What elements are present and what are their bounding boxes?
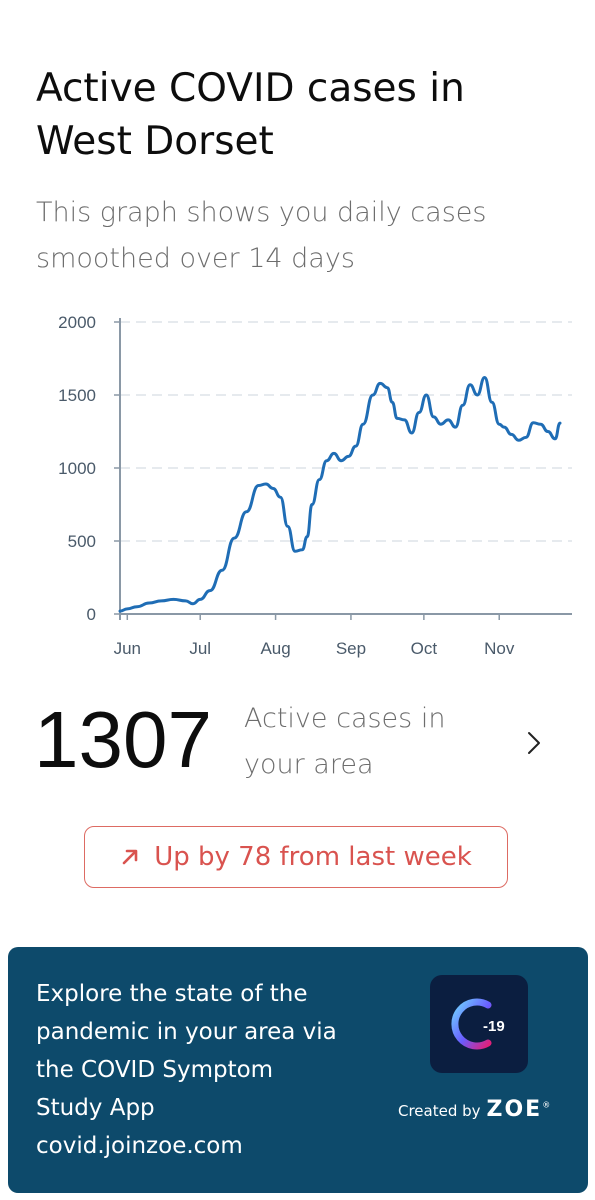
covid-app-icon[interactable]: -19	[430, 975, 528, 1073]
x-tick-label: Sep	[336, 639, 366, 658]
y-tick-label: 1500	[58, 386, 96, 405]
covid-c-logo-icon: -19	[451, 998, 505, 1050]
created-by: Created by ZOE®	[398, 1097, 550, 1122]
y-tick-label: 500	[68, 532, 96, 551]
chart-series	[118, 375, 562, 613]
created-by-label: Created by	[398, 1102, 481, 1120]
zoe-logo: ZOE®	[486, 1097, 551, 1122]
trend-label: Up by 78 from last week	[154, 842, 472, 872]
promo-line: Explore the state of the	[36, 981, 308, 1007]
x-tick-label: Jun	[114, 639, 141, 658]
x-axis-ticks: Jun Jul Aug Sep Oct Nov	[114, 639, 515, 658]
promo-line: the COVID Symptom	[36, 1057, 274, 1083]
trend-badge: Up by 78 from last week	[84, 826, 508, 888]
active-cases-label: Active cases in your area	[244, 703, 446, 780]
y-axis-ticks: 0 500 1000 1500 2000	[58, 313, 96, 624]
y-tick-label: 0	[87, 605, 96, 624]
series-line	[118, 375, 562, 613]
active-cases-count: 1307	[34, 695, 212, 784]
promo-line: Study App	[36, 1095, 155, 1121]
page-subtitle: This graph shows you daily cases smoothe…	[36, 197, 487, 274]
chevron-right-icon[interactable]	[520, 726, 548, 760]
app-badge-text: -19	[483, 1018, 505, 1035]
y-tick-label: 1000	[58, 459, 96, 478]
promo-line: pandemic in your area via	[36, 1019, 337, 1045]
chart-grid	[120, 321, 572, 542]
active-cases-chart: 0 500 1000 1500 2000 Jun Jul Aug Sep Oct Nov	[58, 313, 572, 658]
chart-axes	[114, 318, 572, 620]
page-title: Active COVID cases in West Dorset	[36, 66, 465, 164]
arrow-up-right-icon	[122, 849, 138, 865]
y-tick-label: 2000	[58, 313, 96, 332]
x-tick-label: Nov	[484, 639, 515, 658]
promo-link[interactable]: covid.joinzoe.com	[36, 1133, 243, 1159]
promo-text: Explore the state of the pandemic in you…	[36, 975, 406, 1165]
x-tick-label: Oct	[411, 639, 438, 658]
x-tick-label: Aug	[260, 639, 290, 658]
x-tick-label: Jul	[189, 639, 211, 658]
promo-banner[interactable]: Explore the state of the pandemic in you…	[8, 947, 588, 1193]
